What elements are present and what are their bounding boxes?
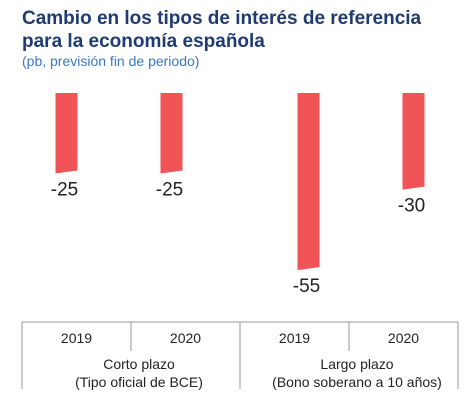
group-label: (Tipo oficial de BCE) — [75, 374, 203, 390]
data-label: -25 — [156, 180, 183, 201]
group-label: (Bono soberano a 10 años) — [272, 374, 442, 390]
bar — [402, 93, 425, 190]
bar — [160, 93, 183, 174]
x-tick-label: 2019 — [279, 330, 310, 346]
group-label: Corto plazo — [103, 356, 175, 372]
data-label: -30 — [398, 196, 425, 217]
x-tick-label: 2020 — [388, 330, 419, 346]
bar — [297, 93, 320, 271]
bar — [55, 93, 78, 174]
x-tick-label: 2019 — [61, 330, 92, 346]
chart-title: Cambio en los tipos de interés de refere… — [22, 8, 422, 52]
group-label: Largo plazo — [320, 356, 393, 372]
data-label: -55 — [293, 276, 320, 297]
data-label: -25 — [51, 180, 78, 201]
x-tick-label: 2020 — [170, 330, 201, 346]
chart-subtitle: (pb, previsión fin de periodo) — [22, 53, 200, 69]
